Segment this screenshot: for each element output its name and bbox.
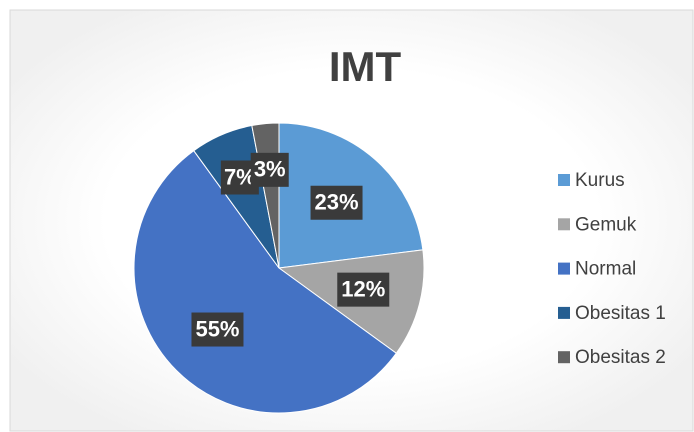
- legend-label: Gemuk: [575, 214, 637, 235]
- legend-swatch: [558, 218, 570, 231]
- data-label: 55%: [195, 316, 239, 341]
- legend-label: Normal: [575, 259, 636, 280]
- data-label-box: [250, 152, 289, 187]
- data-label-box: [191, 312, 244, 347]
- legend-swatch: [558, 306, 570, 319]
- legend-label: Obesitas 2: [575, 347, 666, 368]
- data-label: 3%: [254, 157, 286, 182]
- chart-title: IMT: [329, 43, 402, 90]
- legend-swatch: [558, 351, 570, 364]
- legend-label: Obesitas 1: [575, 303, 666, 324]
- legend-label: Kurus: [575, 170, 625, 191]
- legend-swatch: [558, 174, 570, 186]
- data-label-box: [310, 185, 363, 220]
- data-label-box: [337, 272, 390, 307]
- data-label: 12%: [341, 276, 385, 301]
- legend-swatch: [558, 262, 570, 275]
- data-label: 23%: [315, 190, 359, 215]
- pie-slice: [133, 149, 398, 414]
- data-label: 7%: [224, 164, 256, 189]
